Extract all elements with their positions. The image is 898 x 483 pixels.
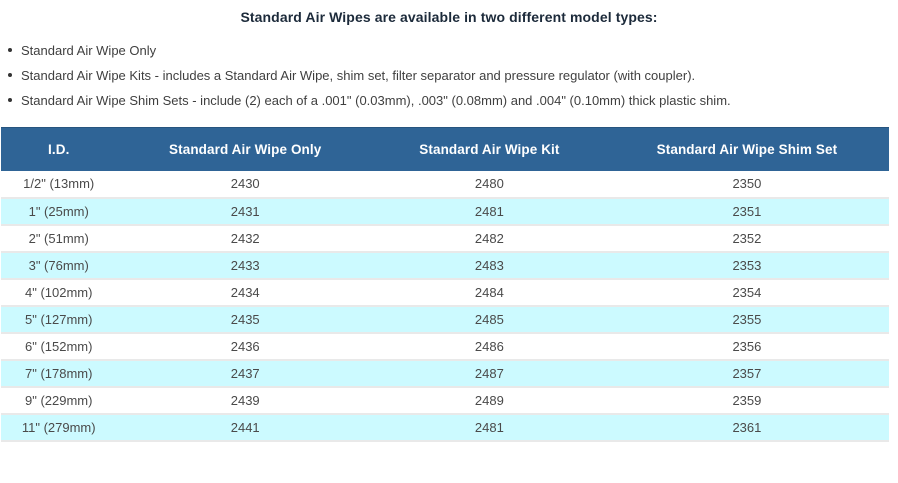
header-row: I.D. Standard Air Wipe Only Standard Air… [1,127,889,171]
shim-set-cell: 2356 [732,338,762,354]
kit-cell: 2486 [474,338,504,354]
shim-set-cell: 2361 [732,419,762,435]
table-row: 1" (25mm) 2431 2481 2351 [1,197,889,225]
wipe-only-cell: 2430 [230,176,260,191]
id-cell: 9" (229mm) [24,392,93,408]
table-row: 2" (51mm) 2432 2482 2352 [1,224,889,252]
kit-cell: 2485 [474,311,504,327]
kit-cell: 2482 [474,230,504,246]
wipe-only-cell: 2436 [230,338,260,354]
wipe-only-cell: 2441 [230,419,260,435]
table-row: 9" (229mm) 2439 2489 2359 [1,386,889,414]
kit-cell: 2483 [474,257,504,273]
wipe-only-cell: 2433 [230,257,260,273]
product-model-table: I.D. Standard Air Wipe Only Standard Air… [1,127,889,442]
model-types-list: Standard Air Wipe Only Standard Air Wipe… [0,42,898,109]
wipe-only-cell: 2432 [230,230,260,246]
list-item: Standard Air Wipe Kits - includes a Stan… [8,67,898,84]
column-header-shim-set: Standard Air Wipe Shim Set [604,127,889,171]
table-row: 1/2" (13mm) 2430 2480 2350 [1,170,889,198]
kit-cell: 2480 [474,176,504,191]
page-title: Standard Air Wipes are available in two … [240,9,658,25]
shim-set-cell: 2355 [732,311,762,327]
id-cell: 3" (76mm) [28,257,89,273]
wipe-only-cell: 2431 [230,203,260,219]
column-header-wipe-only: Standard Air Wipe Only [116,127,374,171]
kit-cell: 2481 [474,203,504,219]
shim-set-cell: 2352 [732,230,762,246]
shim-set-cell: 2351 [732,203,762,219]
kit-cell: 2481 [474,419,504,435]
id-cell: 6" (152mm) [24,338,93,354]
table-row: 4" (102mm) 2434 2484 2354 [1,278,889,306]
wipe-only-cell: 2439 [230,392,260,408]
shim-set-cell: 2350 [732,176,762,191]
id-cell: 5" (127mm) [24,311,93,327]
id-cell: 1" (25mm) [28,203,89,219]
wipe-only-cell: 2435 [230,311,260,327]
kit-cell: 2487 [474,365,504,381]
list-item: Standard Air Wipe Only [8,42,898,59]
shim-set-cell: 2357 [732,365,762,381]
kit-cell: 2484 [474,284,504,300]
table-row: 5" (127mm) 2435 2485 2355 [1,305,889,333]
table-row: 11" (279mm) 2441 2481 2361 [1,413,889,441]
shim-set-cell: 2354 [732,284,762,300]
shim-set-cell: 2359 [732,392,762,408]
id-cell: 2" (51mm) [28,230,89,246]
id-cell: 11" (279mm) [21,419,96,435]
table-header: I.D. Standard Air Wipe Only Standard Air… [1,127,889,171]
wipe-only-cell: 2437 [230,365,260,381]
kit-cell: 2489 [474,392,504,408]
shim-set-cell: 2353 [732,257,762,273]
table-body: 1/2" (13mm) 2430 2480 2350 1" (25mm) 243… [1,170,889,441]
table-row: 7" (178mm) 2437 2487 2357 [1,359,889,387]
column-header-kit: Standard Air Wipe Kit [373,127,605,171]
column-header-id: I.D. [1,127,117,171]
table-row: 3" (76mm) 2433 2483 2353 [1,251,889,279]
list-item: Standard Air Wipe Shim Sets - include (2… [8,92,898,109]
table-row: 6" (152mm) 2436 2486 2356 [1,332,889,360]
id-cell: 1/2" (13mm) [23,176,95,191]
wipe-only-cell: 2434 [230,284,260,300]
id-cell: 4" (102mm) [24,284,93,300]
id-cell: 7" (178mm) [24,365,93,381]
